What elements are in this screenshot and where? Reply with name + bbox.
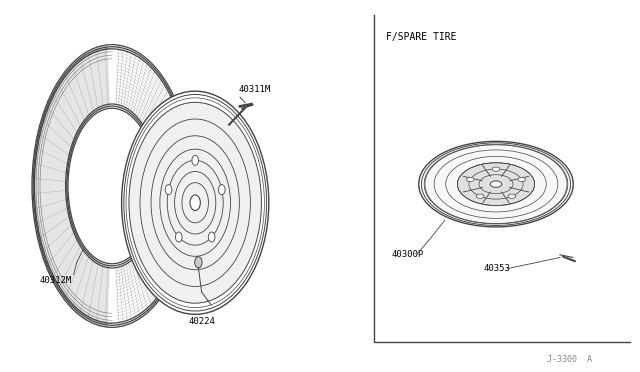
Text: J-3300  A: J-3300 A [547, 355, 592, 363]
Text: 40224: 40224 [189, 317, 216, 326]
Ellipse shape [195, 257, 202, 268]
Ellipse shape [492, 167, 500, 171]
Polygon shape [32, 45, 109, 327]
Ellipse shape [218, 185, 225, 195]
Ellipse shape [467, 177, 474, 182]
Ellipse shape [190, 195, 200, 211]
Ellipse shape [476, 194, 484, 198]
Ellipse shape [122, 91, 269, 314]
Ellipse shape [508, 194, 516, 198]
Text: 40300P: 40300P [392, 250, 424, 259]
Text: 40312M: 40312M [40, 276, 72, 285]
Ellipse shape [425, 145, 567, 224]
Ellipse shape [458, 163, 534, 205]
Text: 40300P: 40300P [148, 153, 180, 162]
Ellipse shape [192, 155, 198, 166]
Text: 40311M: 40311M [238, 85, 270, 94]
Ellipse shape [209, 232, 215, 242]
Ellipse shape [32, 45, 192, 327]
Ellipse shape [518, 177, 525, 182]
Text: 40353: 40353 [483, 264, 510, 273]
Ellipse shape [490, 181, 502, 187]
Text: F/SPARE TIRE: F/SPARE TIRE [386, 32, 456, 42]
Ellipse shape [165, 185, 172, 195]
Ellipse shape [129, 102, 262, 303]
Ellipse shape [175, 232, 182, 242]
